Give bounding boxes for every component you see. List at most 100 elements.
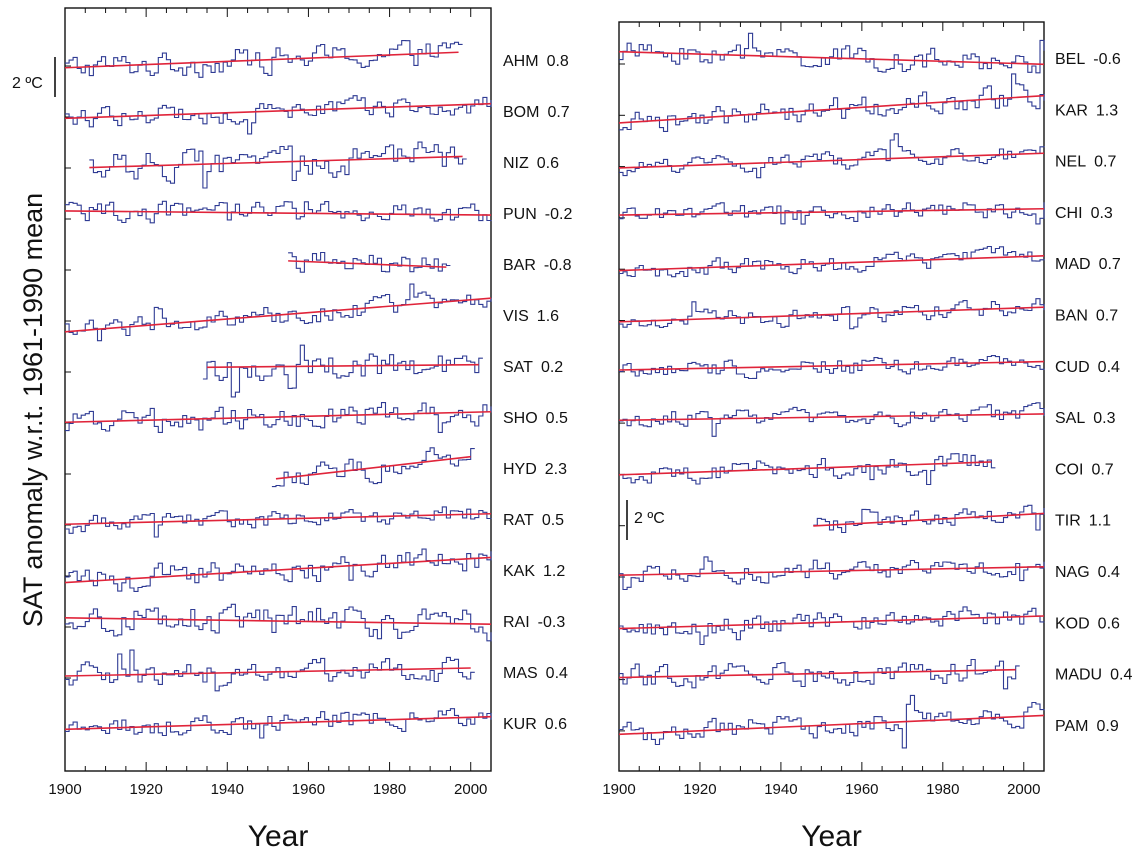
series-kod: KOD 0.6 xyxy=(618,606,1120,646)
station-label: PUN -0.2 xyxy=(503,206,572,223)
series-vis: VIS 1.6 xyxy=(64,283,559,342)
anomaly-trace xyxy=(619,694,1045,749)
trend-line xyxy=(64,556,492,584)
anomaly-trace xyxy=(619,245,1045,278)
series-kur: KUR 0.6 xyxy=(64,708,567,739)
station-code: NAG xyxy=(1055,564,1090,581)
station-code: BOM xyxy=(503,104,539,121)
station-code: HYD xyxy=(503,461,537,478)
station-label: COI 0.7 xyxy=(1055,461,1114,478)
station-label: BOM 0.7 xyxy=(503,104,570,121)
station-code: CUD xyxy=(1055,359,1090,376)
station-label: CUD 0.4 xyxy=(1055,359,1120,376)
station-label: KAK 1.2 xyxy=(503,563,565,580)
station-trend: 0.6 xyxy=(1098,615,1120,632)
series-nag: NAG 0.4 xyxy=(618,556,1120,591)
series-pun: PUN -0.2 xyxy=(64,200,572,224)
station-label: HYD 2.3 xyxy=(503,461,567,478)
trend-line xyxy=(618,50,1045,66)
trend-line xyxy=(64,102,492,120)
trend-line xyxy=(618,207,1045,216)
anomaly-trace xyxy=(65,548,492,592)
anomaly-trace xyxy=(619,32,1045,74)
station-trend: 0.2 xyxy=(541,359,563,376)
anomaly-trace xyxy=(271,447,475,488)
station-code: MADU xyxy=(1055,667,1102,684)
station-trend: 0.7 xyxy=(1094,154,1116,171)
anomaly-trace xyxy=(619,402,1045,437)
trend-line xyxy=(64,715,492,731)
trend-line xyxy=(275,455,471,480)
trend-line xyxy=(618,94,1045,124)
station-label: MAD 0.7 xyxy=(1055,256,1121,273)
trend-line xyxy=(288,260,447,268)
station-label: PAM 0.9 xyxy=(1055,718,1119,735)
station-code: MAS xyxy=(503,665,538,682)
trend-line xyxy=(64,410,492,424)
station-label: SAT 0.2 xyxy=(503,359,563,376)
series-bom: BOM 0.7 xyxy=(64,95,570,135)
station-trend: 0.9 xyxy=(1096,718,1118,735)
station-trend: 0.4 xyxy=(1098,359,1120,376)
trend-line xyxy=(618,306,1045,323)
station-code: KOD xyxy=(1055,615,1090,632)
series-cud: CUD 0.4 xyxy=(618,355,1120,380)
anomaly-trace xyxy=(619,453,996,486)
station-label: TIR 1.1 xyxy=(1055,513,1111,530)
station-label: RAT 0.5 xyxy=(503,512,564,529)
station-code: NIZ xyxy=(503,155,529,172)
anomaly-trace xyxy=(65,708,492,739)
station-code: PAM xyxy=(1055,718,1088,735)
series-kak: KAK 1.2 xyxy=(64,548,565,592)
series-hyd: HYD 2.3 xyxy=(65,447,567,488)
station-code: KUR xyxy=(503,716,537,733)
station-label: NEL 0.7 xyxy=(1055,154,1116,171)
station-code: BAR xyxy=(503,257,536,274)
station-trend: 1.1 xyxy=(1089,513,1111,530)
trend-line xyxy=(813,512,1045,527)
series-coi: COI 0.7 xyxy=(618,453,1114,486)
trend-line xyxy=(618,668,1016,679)
station-trend: -0.2 xyxy=(545,206,573,223)
series-pam: PAM 0.9 xyxy=(618,694,1119,749)
station-label: BAN 0.7 xyxy=(1055,308,1118,325)
station-code: VIS xyxy=(503,308,529,325)
anomaly-trace xyxy=(65,603,492,642)
trend-line xyxy=(64,210,492,216)
station-trend: 0.6 xyxy=(545,716,567,733)
series-mad: MAD 0.7 xyxy=(618,245,1121,278)
y-axis-title: SAT anomaly w.r.t. 1961-1990 mean xyxy=(18,193,48,627)
station-trend: 0.6 xyxy=(537,155,559,172)
station-label: SHO 0.5 xyxy=(503,410,568,427)
station-label: SAL 0.3 xyxy=(1055,410,1116,427)
station-trend: 1.2 xyxy=(543,563,565,580)
x-tick-label: 2000 xyxy=(454,781,487,798)
series-tir: TIR 1.1 xyxy=(619,504,1111,534)
anomaly-trace xyxy=(65,506,492,538)
trend-line xyxy=(64,667,471,677)
x-tick-label: 1920 xyxy=(129,781,162,798)
station-code: SAL xyxy=(1055,410,1085,427)
trend-line xyxy=(206,363,479,369)
trend-line xyxy=(618,566,1045,576)
station-code: COI xyxy=(1055,461,1083,478)
plot-frame xyxy=(64,7,492,772)
station-trend: 0.4 xyxy=(1098,564,1120,581)
trend-line xyxy=(64,297,492,333)
series-bar: BAR -0.8 xyxy=(65,251,572,274)
station-code: NEL xyxy=(1055,154,1086,171)
station-label: KUR 0.6 xyxy=(503,716,567,733)
trend-line xyxy=(618,152,1045,169)
right-panel: 1900 1920 1940 1960 1980 2000 Year BEL -0.6 KAR 1.… xyxy=(602,21,1132,852)
x-tick-label: 2000 xyxy=(1007,781,1040,798)
station-code: BAN xyxy=(1055,308,1088,325)
station-trend: 0.4 xyxy=(546,665,568,682)
x-tick-label: 1980 xyxy=(373,781,406,798)
anomaly-trace xyxy=(619,606,1045,646)
station-trend: 0.8 xyxy=(547,53,569,70)
x-tick-label: 1900 xyxy=(602,781,635,798)
x-tick-label: 1960 xyxy=(292,781,325,798)
station-label: MADU 0.4 xyxy=(1055,667,1132,684)
station-trend: 0.7 xyxy=(1099,256,1121,273)
